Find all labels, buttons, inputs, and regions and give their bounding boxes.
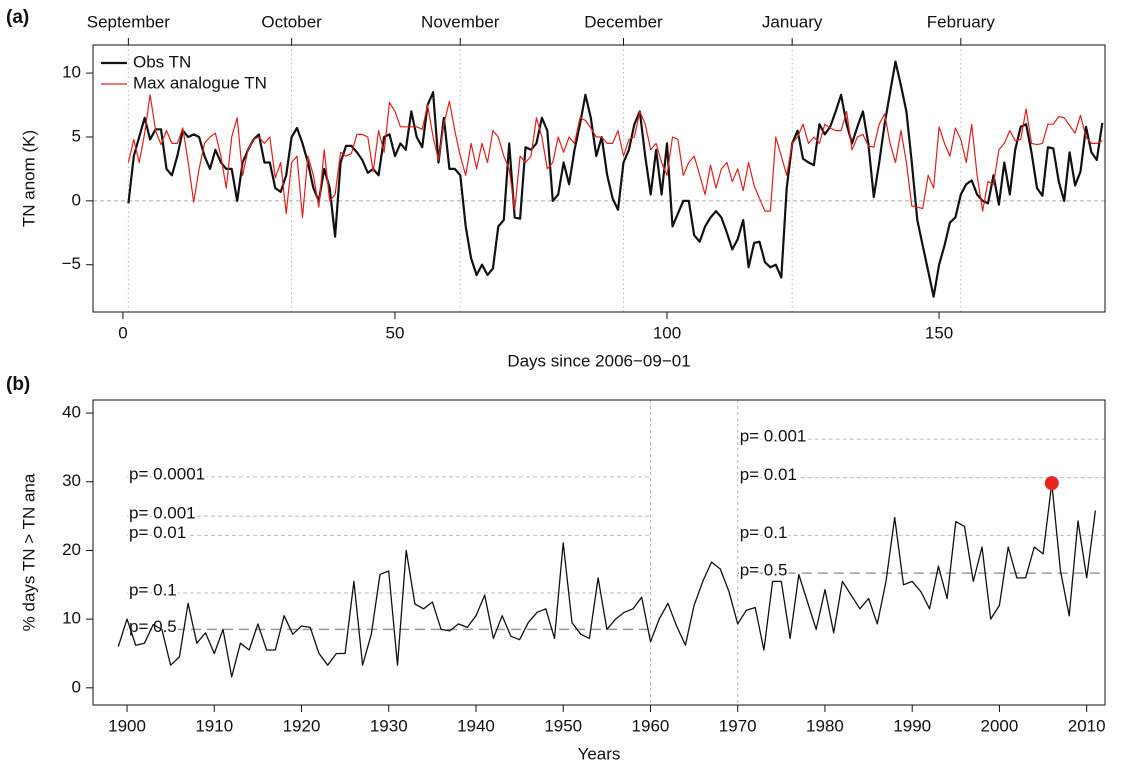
x-tick-label: 1910 — [195, 716, 233, 735]
x-tick-label: 1930 — [370, 716, 408, 735]
y-tick-label: 0 — [72, 677, 81, 696]
x-tick-label: 1990 — [893, 716, 931, 735]
y-tick-label: 20 — [62, 540, 81, 559]
threshold-label: p= 0.0001 — [129, 464, 205, 483]
x-tick-label: 100 — [653, 323, 681, 342]
highlight-point — [1044, 476, 1059, 491]
threshold-label: p= 0.1 — [740, 523, 788, 542]
x-tick-label: 1940 — [457, 716, 495, 735]
top-tick-label: February — [927, 12, 996, 31]
x-tick-label: 50 — [386, 323, 405, 342]
y-axis-title: TN anom (K) — [19, 130, 38, 227]
y-tick-label: 5 — [72, 126, 81, 145]
threshold-label: p= 0.5 — [740, 561, 788, 580]
x-tick-label: 2010 — [1068, 716, 1106, 735]
legend-label: Obs TN — [133, 52, 191, 71]
y-axis-title: % days TN > TN ana — [19, 473, 38, 631]
top-tick-label: December — [584, 12, 663, 31]
x-tick-label: 1900 — [108, 716, 146, 735]
x-axis-title: Years — [578, 744, 621, 763]
top-tick-label: October — [261, 12, 322, 31]
x-tick-label: 1980 — [806, 716, 844, 735]
x-tick-label: 2000 — [981, 716, 1019, 735]
top-tick-label: November — [421, 12, 500, 31]
x-tick-label: 1920 — [283, 716, 321, 735]
panel-label: (b) — [6, 374, 30, 395]
y-tick-label: 0 — [72, 190, 81, 209]
threshold-label: p= 0.001 — [740, 427, 807, 446]
series-line — [117, 482, 1097, 678]
top-tick-label: January — [762, 12, 823, 31]
y-tick-label: 30 — [62, 471, 81, 490]
threshold-label: p= 0.01 — [129, 523, 186, 542]
y-tick-label: −5 — [62, 254, 81, 273]
y-tick-label: 10 — [62, 609, 81, 628]
series-line — [127, 60, 1104, 298]
threshold-label: p= 0.01 — [740, 465, 797, 484]
threshold-label: p= 0.1 — [129, 581, 177, 600]
series-line — [127, 94, 1103, 219]
panel-label: (a) — [6, 7, 29, 28]
legend-label: Max analogue TN — [133, 73, 267, 92]
x-tick-label: 1960 — [632, 716, 670, 735]
y-tick-label: 40 — [62, 403, 81, 422]
top-tick-label: September — [87, 12, 170, 31]
plot-box — [92, 44, 1106, 313]
x-axis-title: Days since 2006−09−01 — [507, 351, 690, 370]
x-tick-label: 1970 — [719, 716, 757, 735]
x-tick-label: 1950 — [544, 716, 582, 735]
plot-box — [92, 399, 1106, 706]
y-tick-label: 10 — [62, 63, 81, 82]
x-tick-label: 150 — [925, 323, 953, 342]
threshold-label: p= 0.001 — [129, 504, 196, 523]
x-tick-label: 0 — [118, 323, 127, 342]
